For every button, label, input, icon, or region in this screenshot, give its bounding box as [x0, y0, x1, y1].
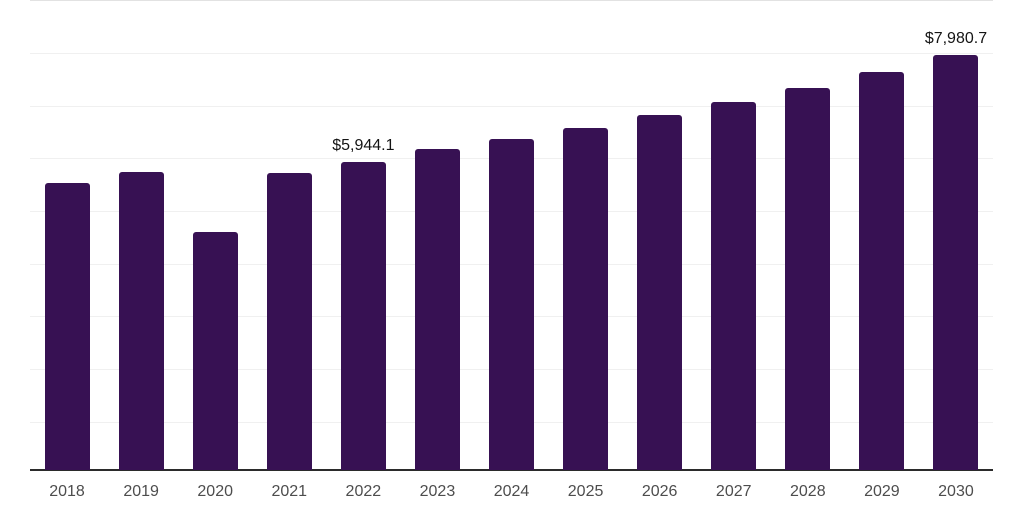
x-axis-line: [30, 469, 993, 471]
gridline-7000: [30, 105, 993, 107]
bar-2023[interactable]: [414, 149, 460, 470]
x-tick-label-2027: 2027: [715, 483, 752, 500]
bar-2021[interactable]: [266, 173, 312, 470]
bar-2022[interactable]: [340, 161, 386, 470]
bar-2018[interactable]: [44, 182, 90, 470]
bar-2019[interactable]: [118, 172, 164, 470]
bar-2024[interactable]: [489, 138, 534, 470]
x-tick-label-2028: 2028: [790, 483, 826, 500]
bar-2029[interactable]: [859, 71, 905, 470]
x-tick-label-2020: 2020: [197, 483, 233, 500]
x-tick-label-2030: 2030: [938, 483, 974, 500]
bar-2020[interactable]: [192, 231, 238, 470]
gridline-8000: [30, 53, 993, 55]
bar-2028[interactable]: [785, 88, 831, 470]
x-tick-label-2018: 2018: [49, 483, 85, 500]
x-tick-label-2025: 2025: [567, 483, 604, 500]
gridline-9000: [30, 0, 993, 2]
x-tick-label-2019: 2019: [123, 483, 159, 500]
x-tick-label-2021: 2021: [271, 483, 308, 500]
x-tick-label-2024: 2024: [493, 483, 530, 500]
bar-2027[interactable]: [711, 102, 757, 470]
bar-2030[interactable]: [933, 54, 979, 470]
bar-2025[interactable]: [563, 127, 609, 470]
bar-2026[interactable]: [637, 115, 683, 470]
x-tick-label-2022: 2022: [345, 483, 382, 500]
data-label-2022: $5,944.1: [332, 136, 395, 154]
x-tick-label-2023: 2023: [419, 483, 456, 500]
x-tick-label-2029: 2029: [864, 483, 900, 500]
x-tick-label-2026: 2026: [641, 483, 678, 500]
data-label-2030: $7,980.7: [924, 29, 988, 47]
